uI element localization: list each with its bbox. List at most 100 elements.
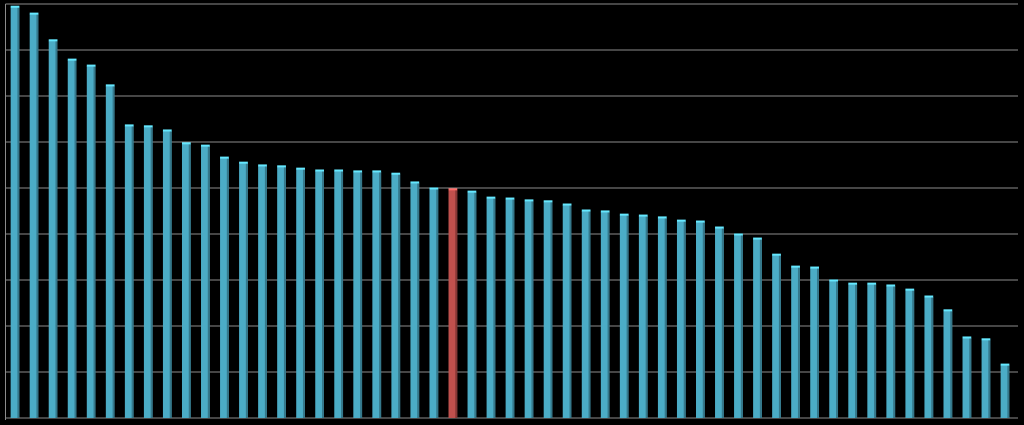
- bar-shade: [893, 285, 896, 418]
- bar-shade: [778, 255, 781, 418]
- bar-group: [86, 64, 96, 418]
- bar-cap: [239, 161, 248, 164]
- bar-group: [29, 12, 39, 419]
- bar-cap: [981, 338, 991, 341]
- bar: [715, 228, 724, 418]
- bar-cap: [105, 84, 115, 87]
- bar: [924, 297, 934, 418]
- bar-shade: [474, 192, 477, 418]
- bar: [86, 66, 96, 418]
- bar-cap: [410, 181, 420, 184]
- bar-group: [258, 164, 267, 418]
- bar-group: [581, 209, 591, 418]
- bar-shade: [302, 169, 305, 418]
- bar-shade: [569, 205, 572, 418]
- bar-shade: [816, 268, 819, 418]
- bar-shade: [169, 130, 172, 418]
- bar-group: [734, 233, 743, 418]
- bar-shade: [550, 201, 553, 418]
- bar: [258, 165, 267, 418]
- bar-group: [810, 266, 819, 418]
- bar-group: [372, 170, 382, 418]
- bar: [524, 200, 534, 418]
- bar: [239, 163, 248, 418]
- bar: [791, 267, 800, 418]
- bar: [429, 188, 439, 418]
- bar-group: [943, 309, 953, 418]
- bar-cap: [867, 282, 877, 285]
- bar-group: [886, 284, 896, 418]
- bar: [1000, 365, 1010, 418]
- bar-group: [67, 58, 77, 419]
- bar: [867, 284, 877, 418]
- bar-cap: [657, 216, 667, 219]
- bar-cap: [810, 266, 819, 269]
- bar-shade: [664, 217, 667, 418]
- bar-shade: [931, 297, 934, 418]
- bar-cap: [29, 12, 39, 15]
- bar: [505, 199, 515, 418]
- bar-cap: [372, 170, 382, 173]
- bar: [829, 280, 839, 418]
- bar: [277, 166, 286, 418]
- bar-group: [1000, 363, 1010, 418]
- bar-cap: [619, 213, 629, 216]
- bar-shade: [836, 280, 839, 418]
- bar-group: [143, 125, 153, 418]
- bar-cap: [543, 200, 553, 203]
- bar-group: [48, 39, 58, 419]
- bar-cap: [581, 209, 591, 212]
- bar: [981, 339, 991, 418]
- bar: [467, 192, 477, 418]
- bar-shade: [721, 228, 724, 418]
- bar: [220, 158, 229, 418]
- bar-group: [981, 338, 991, 418]
- bar-cap: [220, 156, 229, 159]
- bar: [486, 198, 496, 418]
- bar-group: [505, 197, 515, 418]
- bar-cap: [886, 284, 896, 287]
- bar-group: [220, 156, 229, 418]
- bar-group: [772, 253, 781, 418]
- bar: [562, 205, 572, 418]
- bar-cap: [562, 203, 572, 206]
- bar-cap: [162, 129, 172, 132]
- bar-shade: [683, 221, 686, 418]
- bar-shade: [379, 171, 382, 418]
- bar-group: [753, 237, 762, 418]
- bar-shade: [855, 284, 858, 418]
- bar-cap: [676, 219, 686, 222]
- bar: [48, 40, 58, 419]
- bar-shade: [283, 166, 286, 418]
- bar-group: [543, 200, 553, 418]
- bar-cap: [638, 214, 648, 217]
- bar: [334, 170, 344, 418]
- bar: [943, 310, 953, 418]
- bar: [143, 126, 153, 418]
- bar-group: [676, 219, 686, 418]
- bar-shade: [797, 267, 800, 418]
- bar: [124, 125, 134, 419]
- bar-group: [10, 5, 20, 418]
- bar: [734, 234, 743, 418]
- bar-cap: [467, 190, 477, 193]
- bar: [905, 290, 915, 418]
- bar-cap: [296, 167, 305, 170]
- bar-shade: [874, 284, 877, 418]
- bar-group: [315, 169, 325, 418]
- bar-shade: [626, 215, 629, 418]
- bar-cap: [524, 199, 534, 202]
- bar-group: [619, 213, 629, 418]
- bar: [676, 221, 686, 418]
- bar-cap: [315, 169, 325, 172]
- bar: [638, 216, 648, 418]
- bar: [105, 85, 115, 418]
- bar: [600, 211, 610, 418]
- bar: [448, 189, 458, 418]
- bar-cap: [486, 196, 496, 199]
- bar-shade: [531, 200, 534, 418]
- bar-shade: [322, 170, 325, 418]
- bar-shade: [950, 310, 953, 418]
- bar-group: [181, 142, 191, 418]
